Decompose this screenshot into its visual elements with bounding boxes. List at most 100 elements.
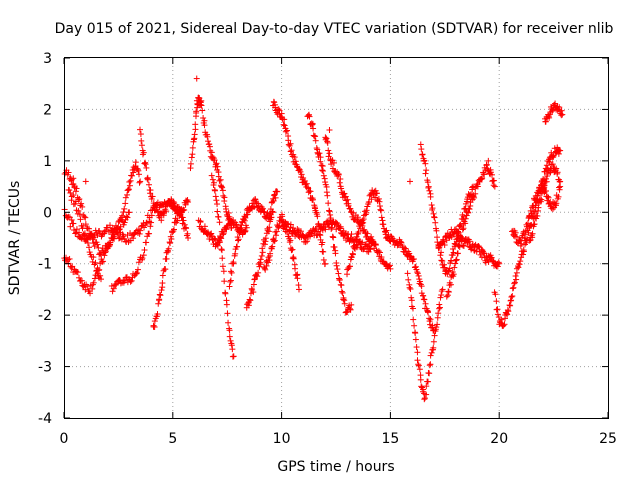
data-point	[542, 118, 549, 125]
data-point	[445, 268, 452, 275]
data-point	[97, 276, 104, 283]
data-point	[251, 203, 258, 210]
data-point	[197, 219, 204, 226]
data-point	[446, 265, 453, 272]
data-point	[270, 238, 277, 245]
data-point	[348, 231, 355, 238]
data-point	[409, 305, 416, 312]
data-point	[557, 178, 564, 185]
data-point	[422, 170, 429, 177]
data-point	[250, 203, 257, 210]
data-point	[501, 321, 508, 328]
data-point	[512, 272, 519, 279]
data-point	[79, 203, 86, 210]
data-point	[135, 259, 142, 266]
data-point	[312, 133, 319, 140]
data-point	[538, 196, 545, 203]
data-point	[324, 139, 331, 146]
data-point	[80, 222, 87, 229]
data-point	[206, 236, 213, 243]
data-point	[274, 188, 281, 195]
data-point	[347, 306, 354, 313]
data-point	[479, 175, 486, 182]
data-point	[287, 237, 294, 244]
data-point	[496, 260, 503, 267]
data-point	[140, 149, 147, 156]
data-point	[509, 293, 516, 300]
x-tick-label: 25	[599, 431, 617, 447]
data-point	[376, 249, 383, 256]
data-point	[544, 170, 551, 177]
data-point	[204, 133, 211, 140]
data-point	[211, 235, 218, 242]
data-point	[84, 283, 91, 290]
data-point	[87, 290, 94, 297]
data-point	[342, 230, 349, 237]
data-point	[214, 201, 221, 208]
data-point	[292, 265, 299, 272]
chart-title: Day 015 of 2021, Sidereal Day-to-day VTE…	[55, 21, 614, 37]
data-point	[485, 258, 492, 265]
data-point	[136, 171, 143, 178]
data-point	[493, 298, 500, 305]
data-point	[411, 322, 418, 329]
data-point	[142, 161, 149, 168]
data-point	[148, 219, 155, 226]
data-point	[310, 196, 317, 203]
data-point	[102, 248, 109, 255]
data-point	[141, 246, 148, 253]
data-point	[332, 250, 339, 257]
data-point	[208, 230, 215, 237]
data-point	[436, 304, 443, 311]
data-point	[68, 193, 75, 200]
data-point	[140, 252, 147, 259]
data-point	[136, 126, 143, 133]
data-point	[471, 194, 478, 201]
data-point	[235, 236, 242, 243]
data-point	[510, 284, 517, 291]
data-point	[319, 239, 326, 246]
data-point	[217, 234, 224, 241]
data-point	[456, 243, 463, 250]
data-point	[210, 179, 217, 186]
data-point	[552, 149, 559, 156]
data-point	[86, 244, 93, 251]
data-point	[297, 228, 304, 235]
data-point	[440, 238, 447, 245]
data-point	[507, 302, 514, 309]
data-point	[144, 176, 151, 183]
data-point	[211, 157, 218, 164]
data-point	[263, 262, 270, 269]
data-point	[270, 197, 277, 204]
data-point	[314, 213, 321, 220]
data-point	[220, 192, 227, 199]
data-point	[219, 187, 226, 194]
data-point	[69, 263, 76, 270]
data-point	[431, 214, 438, 221]
data-point	[122, 200, 129, 207]
data-point	[225, 319, 232, 326]
data-point	[375, 248, 382, 255]
data-point	[119, 212, 126, 219]
data-point	[234, 243, 241, 250]
data-point	[156, 291, 163, 298]
data-point	[364, 203, 371, 210]
y-tick-label: 0	[43, 205, 52, 221]
data-point	[125, 186, 132, 193]
data-point	[518, 240, 525, 247]
data-point	[338, 282, 345, 289]
data-point	[102, 249, 109, 256]
data-point	[193, 108, 200, 115]
data-point	[271, 99, 278, 106]
data-point	[453, 238, 460, 245]
data-point	[296, 165, 303, 172]
data-point	[491, 183, 498, 190]
data-point	[82, 214, 89, 221]
data-point	[414, 270, 421, 277]
data-point	[213, 197, 220, 204]
data-point	[73, 226, 80, 233]
data-point	[256, 259, 263, 266]
data-point	[266, 224, 273, 231]
data-point	[309, 121, 316, 128]
data-point	[219, 255, 226, 262]
